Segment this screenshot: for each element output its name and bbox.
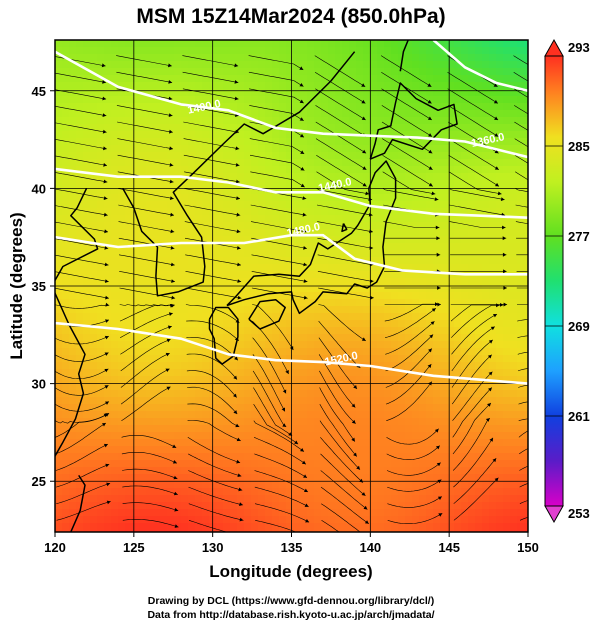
credit-data: Data from http://database.rish.kyoto-u.a… <box>147 609 434 621</box>
height-contours <box>55 40 528 385</box>
x-tick-label: 150 <box>517 540 539 555</box>
colorbar-tick-label: 293 <box>568 40 590 55</box>
colorbar: 253 261 269 277 285 293 <box>544 38 590 524</box>
y-axis-ticks: 25 30 35 40 45 <box>32 84 55 489</box>
x-axis-ticks: 120 125 130 135 140 145 150 <box>44 532 539 555</box>
y-tick-label: 40 <box>32 181 46 196</box>
colorbar-bottom-arrow <box>544 505 564 524</box>
colorbar-tick-label: 269 <box>568 319 590 334</box>
x-tick-label: 120 <box>44 540 66 555</box>
x-tick-label: 125 <box>123 540 145 555</box>
x-tick-label: 145 <box>438 540 460 555</box>
y-tick-label: 25 <box>32 474 46 489</box>
credit-drawing: Drawing by DCL (https://www.gfd-dennou.o… <box>148 595 434 607</box>
coastlines <box>55 40 458 532</box>
x-tick-label: 135 <box>281 540 303 555</box>
colorbar-tick-label: 285 <box>568 139 590 154</box>
temperature-field <box>55 40 528 532</box>
y-tick-label: 45 <box>32 84 46 99</box>
y-tick-label: 30 <box>32 377 46 392</box>
colorbar-tick-label: 253 <box>568 506 590 521</box>
temperature-shading <box>55 40 528 532</box>
colorbar-tick-label: 261 <box>568 409 590 424</box>
colorbar-tick-label: 277 <box>568 229 590 244</box>
wind-streamlines <box>55 55 528 532</box>
y-tick-label: 35 <box>32 279 46 294</box>
x-axis-label: Longitude (degrees) <box>209 562 372 581</box>
x-tick-label: 140 <box>359 540 381 555</box>
colorbar-ticks: 253 261 269 277 285 293 <box>545 40 590 521</box>
x-tick-label: 130 <box>202 540 224 555</box>
map-title: MSM 15Z14Mar2024 (850.0hPa) <box>136 5 445 28</box>
y-axis-label: Latitude (degrees) <box>7 212 26 359</box>
colorbar-ramp <box>544 55 564 507</box>
colorbar-top-arrow <box>544 38 564 57</box>
